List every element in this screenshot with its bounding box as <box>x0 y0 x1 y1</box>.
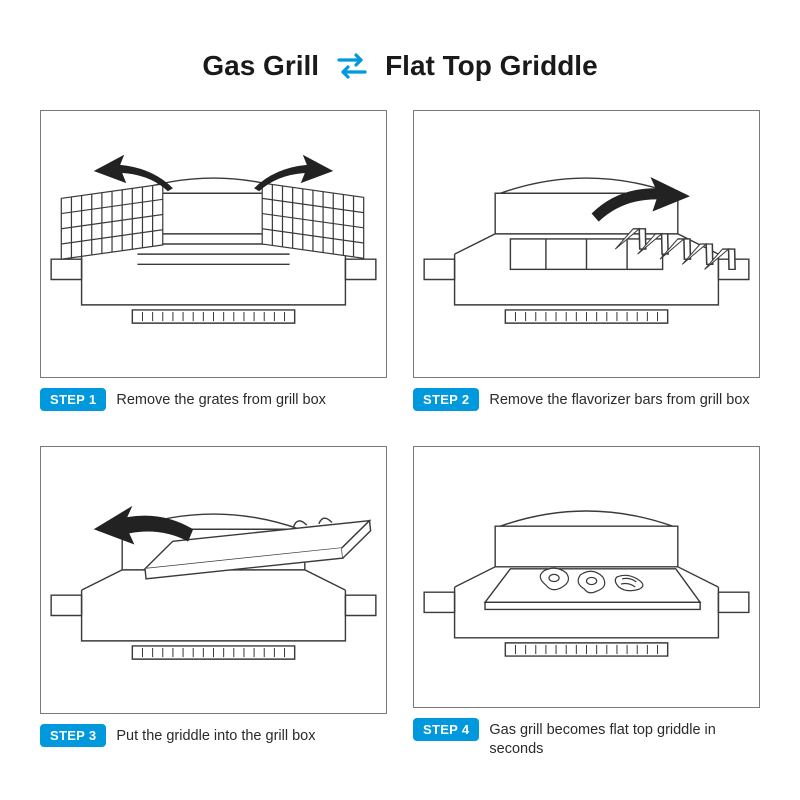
header: Gas Grill Flat Top Griddle <box>202 50 597 82</box>
caption-row-3: STEP 3 Put the griddle into the grill bo… <box>40 724 387 760</box>
title-right: Flat Top Griddle <box>385 50 598 82</box>
step-badge-2: STEP 2 <box>413 388 479 411</box>
panel-step-4: STEP 4 Gas grill becomes flat top griddl… <box>413 446 760 760</box>
step-badge-4: STEP 4 <box>413 718 479 741</box>
title-left: Gas Grill <box>202 50 319 82</box>
caption-4: Gas grill becomes flat top griddle in se… <box>489 718 760 760</box>
caption-row-1: STEP 1 Remove the grates from grill box <box>40 388 387 424</box>
panel-step-2: STEP 2 Remove the flavorizer bars from g… <box>413 110 760 424</box>
panel-step-3: STEP 3 Put the griddle into the grill bo… <box>40 446 387 760</box>
diagram-step-2 <box>413 110 760 378</box>
step-badge-3: STEP 3 <box>40 724 106 747</box>
diagram-step-4 <box>413 446 760 708</box>
panel-step-1: STEP 1 Remove the grates from grill box <box>40 110 387 424</box>
caption-row-4: STEP 4 Gas grill becomes flat top griddl… <box>413 718 760 760</box>
swap-arrows-icon <box>333 51 371 81</box>
diagram-step-3 <box>40 446 387 714</box>
caption-2: Remove the flavorizer bars from grill bo… <box>489 388 749 411</box>
step-badge-1: STEP 1 <box>40 388 106 411</box>
steps-grid: STEP 1 Remove the grates from grill box <box>40 110 760 760</box>
caption-3: Put the griddle into the grill box <box>116 724 315 747</box>
caption-row-2: STEP 2 Remove the flavorizer bars from g… <box>413 388 760 424</box>
caption-1: Remove the grates from grill box <box>116 388 326 411</box>
diagram-step-1 <box>40 110 387 378</box>
